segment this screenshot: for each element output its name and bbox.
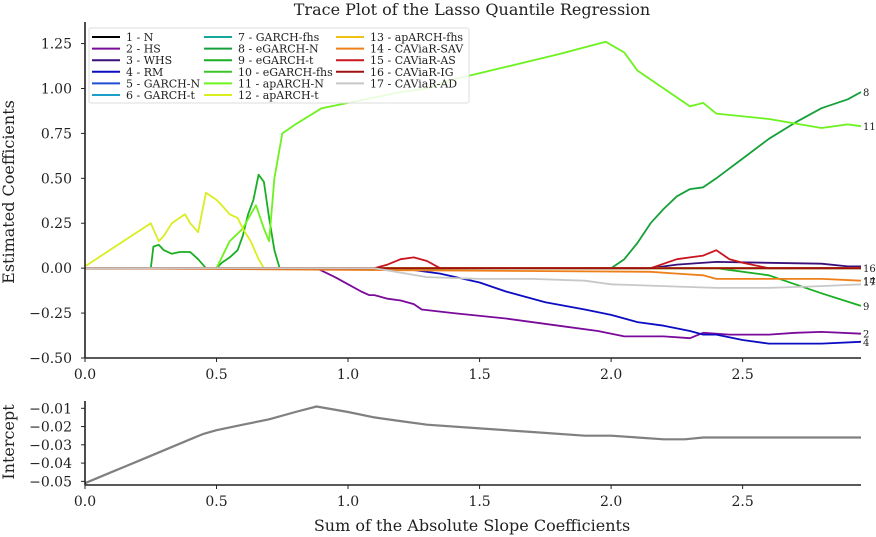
bottom-x-tick-label: 2.5 bbox=[731, 494, 753, 510]
legend-label: 12 - apARCH-t bbox=[238, 89, 319, 102]
end-label-4: 4 bbox=[863, 338, 869, 349]
series-end-labels: 24 8 9 11 14 16 17 bbox=[863, 88, 876, 349]
bottom-series-group bbox=[84, 405, 861, 485]
legend-label: 1 - N bbox=[126, 31, 154, 44]
end-label-2: 2 bbox=[863, 330, 869, 341]
legend-label: 14 - CAViaR-SAV bbox=[370, 43, 464, 56]
top-y-axis-label: Estimated Coefficients bbox=[0, 100, 18, 284]
top-x-tick-label: 1.0 bbox=[337, 367, 359, 383]
legend-label: 2 - HS bbox=[126, 43, 161, 56]
legend-label: 9 - eGARCH-t bbox=[238, 54, 314, 67]
bottom-y-tick-label: −0.01 bbox=[29, 401, 72, 417]
end-label-11: 11 bbox=[863, 122, 876, 133]
chart-title: Trace Plot of the Lasso Quantile Regress… bbox=[294, 0, 650, 19]
series-line-2 bbox=[85, 267, 862, 340]
bottom-y-tick-label: −0.05 bbox=[29, 474, 72, 490]
legend-frame bbox=[88, 27, 470, 104]
top-x-tick-label: 2.5 bbox=[731, 367, 753, 383]
legend-label: 8 - eGARCH-N bbox=[238, 43, 319, 56]
bottom-x-tick-label: 0.0 bbox=[74, 494, 96, 510]
legend-label: 17 - CAViaR-AD bbox=[370, 77, 457, 90]
end-label-9: 9 bbox=[863, 302, 869, 313]
top-series-group bbox=[84, 40, 862, 345]
top-y-tick-label: 0.75 bbox=[41, 126, 72, 142]
legend-label: 11 - apARCH-N bbox=[238, 77, 324, 90]
top-axes: 0.0 0.5 1.0 1.5 2.0 2.5 −0.50 −0.25 0.00 0.25 0.50… bbox=[29, 22, 861, 383]
legend-label: 13 - apARCH-fhs bbox=[370, 31, 463, 44]
top-y-tick-label: 1.25 bbox=[41, 37, 72, 53]
x-axis-label: Sum of the Absolute Slope Coefficients bbox=[314, 516, 630, 535]
bottom-y-tick-label: −0.03 bbox=[29, 438, 72, 454]
legend-label: 10 - eGARCH-fhs bbox=[238, 66, 333, 79]
legend-label: 16 - CAViaR-IG bbox=[370, 66, 453, 79]
end-label-8: 8 bbox=[863, 88, 869, 99]
bottom-x-tick-label: 2.0 bbox=[600, 494, 622, 510]
legend-label: 6 - GARCH-t bbox=[126, 89, 195, 102]
end-label-14: 14 bbox=[863, 277, 876, 288]
top-y-tick-label: 0.25 bbox=[41, 216, 72, 232]
bottom-y-tick-label: −0.02 bbox=[29, 420, 72, 436]
end-label-17: 17 bbox=[863, 278, 876, 289]
bottom-y-axis-label: Intercept bbox=[0, 404, 18, 480]
top-x-tick-label: 0.0 bbox=[74, 367, 96, 383]
top-y-tick-label: 0.00 bbox=[41, 261, 72, 277]
coefficient-trace-chart: Trace Plot of the Lasso Quantile Regress… bbox=[0, 0, 876, 383]
legend-label: 5 - GARCH-N bbox=[126, 77, 200, 90]
series-line-1 bbox=[84, 405, 861, 485]
bottom-y-tick-label: −0.04 bbox=[29, 456, 72, 472]
series-line-4 bbox=[85, 267, 862, 345]
end-label-16: 16 bbox=[863, 264, 876, 275]
series-line-12 bbox=[84, 191, 861, 270]
top-y-tick-label: −0.50 bbox=[29, 351, 72, 367]
bottom-x-tick-label: 1.0 bbox=[337, 494, 359, 510]
top-y-tick-label: −0.25 bbox=[29, 306, 72, 322]
series-line-15 bbox=[85, 249, 861, 270]
intercept-trace-chart: Intercept Sum of the Absolute Slope Coef… bbox=[0, 401, 861, 535]
legend-label: 4 - RM bbox=[126, 66, 163, 79]
series-line-9 bbox=[85, 173, 862, 307]
bottom-x-tick-label: 0.5 bbox=[205, 494, 227, 510]
top-x-tick-label: 1.5 bbox=[468, 367, 490, 383]
legend-label: 7 - GARCH-fhs bbox=[238, 31, 320, 44]
series-line-17 bbox=[85, 267, 862, 289]
top-x-tick-label: 0.5 bbox=[205, 367, 227, 383]
bottom-axes: 0.0 0.5 1.0 1.5 2.0 2.5 −0.05 −0.04 −0.03 −0.02 −0… bbox=[29, 401, 861, 510]
top-y-tick-label: 1.00 bbox=[41, 81, 72, 97]
series-line-14 bbox=[84, 267, 862, 282]
top-x-tick-label: 2.0 bbox=[600, 367, 622, 383]
legend-label: 3 - WHS bbox=[126, 54, 172, 67]
top-y-tick-label: 0.50 bbox=[41, 171, 72, 187]
series-line-8 bbox=[85, 91, 862, 270]
bottom-x-tick-label: 1.5 bbox=[468, 494, 490, 510]
legend-label: 15 - CAViaR-AS bbox=[370, 54, 456, 67]
